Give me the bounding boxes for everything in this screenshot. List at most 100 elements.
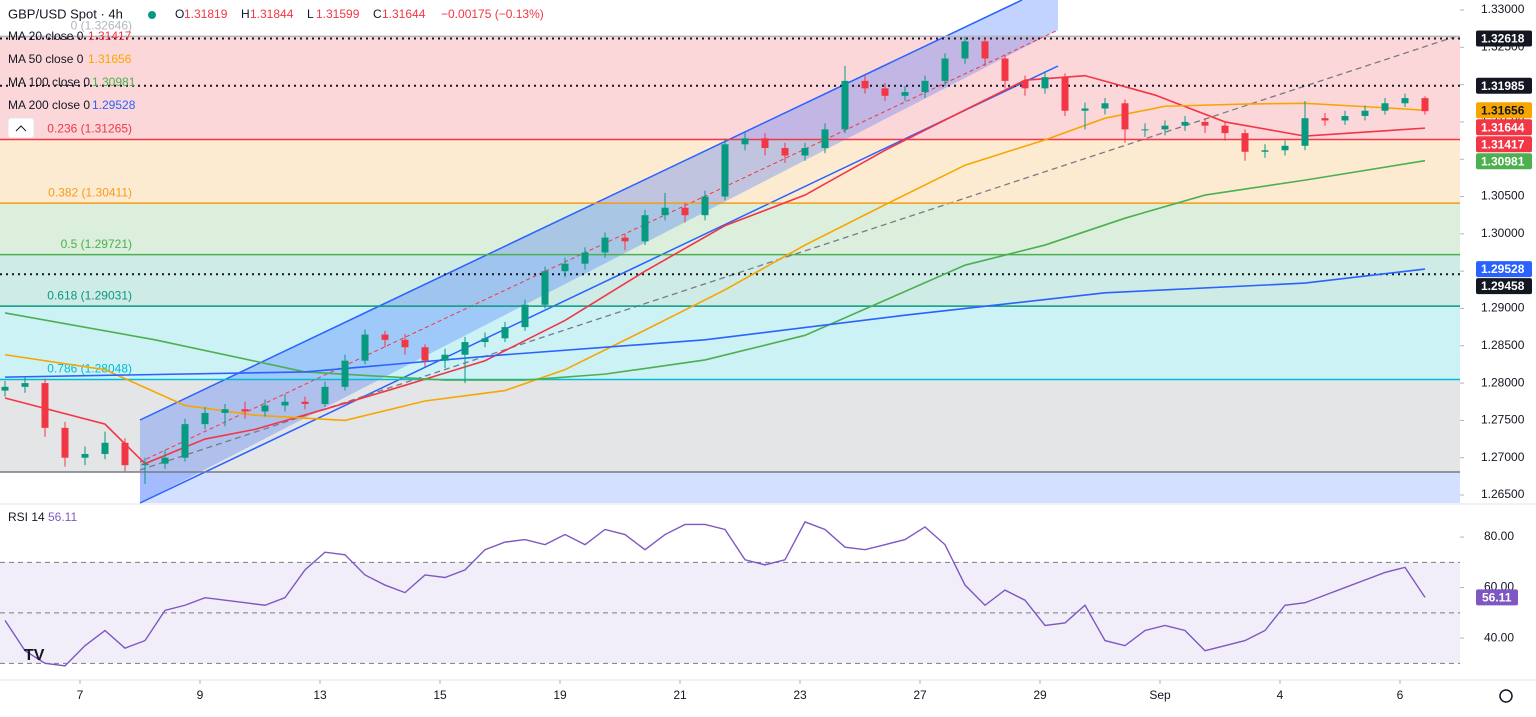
rsi-legend-value: 56.11 [48, 510, 77, 524]
candle-body [981, 41, 989, 59]
legend: TV MA 20 close 0 1.31417 MA 50 close 0 1.31… [7, 6, 1513, 703]
price-tag-label: 1.29458 [1481, 279, 1525, 293]
candle-body [1381, 103, 1389, 111]
chart-title: GBP/USD Spot · 4h [8, 6, 123, 21]
candle-body [461, 342, 469, 355]
ohlc-key: O [175, 7, 184, 21]
candle-body [281, 401, 289, 406]
legend-entry: MA 100 close 0 [8, 75, 90, 89]
fib-band [0, 306, 1460, 380]
price-tag-label: 1.31656 [1481, 103, 1525, 117]
candle-body [941, 58, 949, 81]
candle-body [1121, 103, 1129, 130]
candle-body [1361, 110, 1369, 116]
legend-entry: MA 200 close 0 [8, 98, 90, 112]
candle-body [561, 263, 569, 272]
fib-label: 0.5 (1.29721) [61, 237, 132, 251]
candle-body [41, 383, 49, 428]
collapse-button[interactable] [7, 117, 35, 139]
y-tick-label: 1.28000 [1481, 375, 1525, 389]
price-tag-label: 1.31985 [1481, 79, 1525, 93]
candle-body [901, 92, 909, 96]
candle-body [361, 334, 369, 361]
price-tag-label: 1.31417 [1481, 137, 1525, 151]
y-tick-label: 1.30000 [1481, 226, 1525, 240]
candle-body [1001, 58, 1009, 81]
fib-label: 0.786 (1.28048) [47, 362, 132, 376]
candle-body [801, 148, 809, 156]
fib-label: 0 (1.32646) [71, 19, 132, 33]
x-tick-label: Sep [1149, 688, 1171, 702]
candle-body [781, 148, 789, 156]
rsi-line [4, 521, 1426, 667]
candle-body [1, 386, 9, 391]
candle-body [481, 338, 489, 343]
candle-body [401, 339, 409, 348]
y-tick-label: 1.33000 [1481, 2, 1525, 16]
legend-value: 1.31417 [88, 29, 132, 43]
candle-body [301, 401, 309, 404]
y-tick-label: 80.00 [1484, 529, 1514, 543]
market-status [148, 11, 156, 19]
y-tick-label: 40.00 [1484, 630, 1514, 644]
fib-bands [0, 36, 1460, 473]
candle-body [621, 237, 629, 242]
ohlc-key: L [307, 7, 314, 21]
candle-body [241, 409, 249, 412]
candle-body [961, 41, 969, 59]
moving-average [4, 102, 1426, 422]
candle-body [1081, 108, 1089, 111]
candle-body [1101, 103, 1109, 109]
candle-body [761, 138, 769, 149]
rsi-title: RSI 14 [8, 510, 45, 524]
candle-body [1281, 145, 1289, 151]
candle-body [1421, 98, 1429, 112]
candle-body [221, 409, 229, 413]
fib-band [0, 203, 1460, 255]
candle-body [121, 442, 129, 466]
candle-body [1341, 115, 1349, 121]
candle-body [581, 252, 589, 264]
candle-body [741, 138, 749, 145]
y-tick-label: 1.26500 [1481, 487, 1525, 501]
ohlc-value: 1.31844 [250, 7, 294, 21]
candle-body [1041, 77, 1049, 89]
candle-body [601, 237, 609, 253]
price-tag-label: 1.29528 [1481, 262, 1525, 276]
candle-body [1221, 125, 1229, 134]
candle-body [661, 207, 669, 216]
x-tick-label: 27 [913, 688, 927, 702]
candle-body [141, 463, 149, 466]
x-tick-label: 7 [77, 688, 84, 702]
settings-button[interactable] [1499, 689, 1513, 703]
candle-body [1061, 77, 1069, 111]
fib-label: 0.382 (1.30411) [48, 185, 132, 199]
candle-body [201, 412, 209, 425]
price-tag [1476, 136, 1532, 153]
candle-body [441, 354, 449, 361]
x-tick-label: 4 [1277, 688, 1284, 702]
x-tick-label: 21 [673, 688, 687, 702]
x-tick-label: 13 [313, 688, 327, 702]
candle-body [721, 144, 729, 197]
x-tick-label: 23 [793, 688, 807, 702]
candle-body [1241, 133, 1249, 152]
logo: TV [24, 647, 45, 664]
candle-body [321, 386, 329, 404]
ohlc-value: 1.31819 [184, 7, 228, 21]
candle-body [81, 453, 89, 458]
candle-body [861, 80, 869, 89]
rsi-tag [1476, 589, 1518, 606]
legend-value: 1.31656 [88, 52, 132, 66]
fib-band [0, 379, 1460, 473]
ohlc-key: C [373, 7, 382, 21]
price-tag [1476, 77, 1532, 94]
candle-body [1201, 121, 1209, 126]
axes: 1.330001.325001.320001.315001.310001.305… [77, 2, 1532, 702]
y-tick-label: 1.30500 [1481, 189, 1525, 203]
moving-average [4, 74, 1426, 465]
channel-mid [139, 29, 1059, 463]
legend-entry: MA 20 close 0 [8, 29, 84, 43]
candle-body [61, 427, 69, 458]
